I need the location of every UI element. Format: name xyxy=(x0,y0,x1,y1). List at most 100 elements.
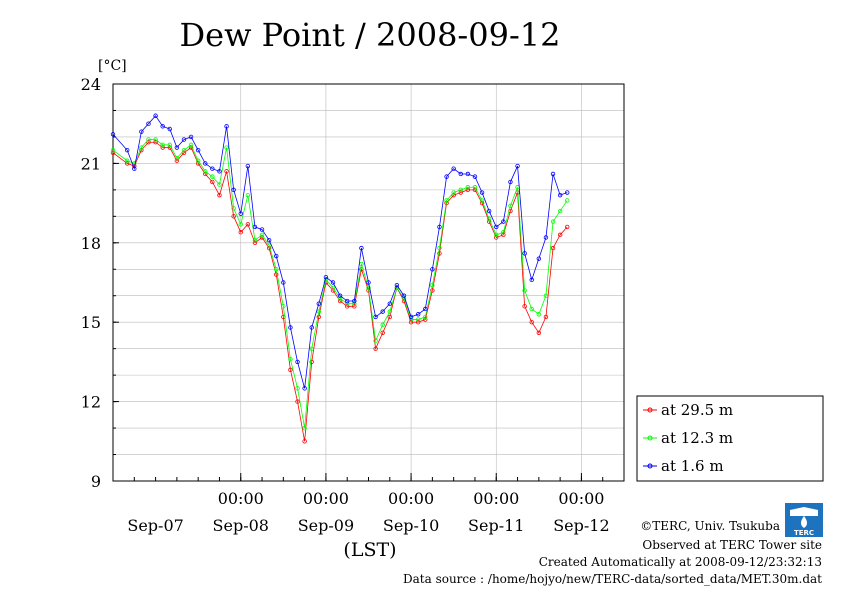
data-point xyxy=(494,232,499,238)
data-point xyxy=(380,330,385,335)
data-point xyxy=(515,163,520,169)
data-point xyxy=(302,386,307,391)
data-point xyxy=(543,293,549,298)
data-point xyxy=(174,158,180,163)
data-point xyxy=(266,243,272,248)
series-line xyxy=(112,139,568,429)
data-point xyxy=(195,158,201,163)
data-point xyxy=(565,190,570,195)
series-3 xyxy=(110,113,570,391)
data-point xyxy=(167,142,172,148)
data-point xyxy=(557,232,563,238)
data-point xyxy=(224,124,229,129)
data-point xyxy=(543,314,549,320)
data-point xyxy=(203,171,208,177)
x-day-label: Sep-11 xyxy=(468,516,524,535)
data-point xyxy=(366,285,371,290)
x-axis-ticks: 00:00 00:00 00:00 00:00 00:00 Sep-07 Sep-08 Sep… xyxy=(127,473,610,535)
data-point xyxy=(479,190,485,195)
x-day-label: Sep-07 xyxy=(127,516,183,535)
data-point xyxy=(288,325,293,330)
data-point xyxy=(444,174,449,179)
y-axis-ticks: 9 12 15 18 21 24 xyxy=(81,75,119,491)
series-2 xyxy=(110,137,570,431)
data-point xyxy=(238,222,243,227)
data-point xyxy=(337,293,343,298)
data-point xyxy=(124,147,130,153)
data-point xyxy=(181,137,187,142)
legend-label-1m: at 1.6 m xyxy=(661,457,724,475)
data-point xyxy=(323,275,329,280)
data-point xyxy=(195,147,201,153)
data-point xyxy=(288,357,293,362)
data-point xyxy=(174,145,180,150)
data-point xyxy=(146,121,151,126)
data-point xyxy=(465,187,471,193)
x-time-label: 00:00 xyxy=(218,489,264,508)
y-tick-label: 18 xyxy=(81,234,101,253)
data-point xyxy=(380,322,385,328)
x-day-label: Sep-12 xyxy=(553,516,609,535)
data-point xyxy=(281,304,286,309)
data-point xyxy=(210,174,215,179)
data-point xyxy=(465,171,471,177)
data-point xyxy=(146,137,151,142)
series-line xyxy=(112,141,568,442)
data-point xyxy=(557,192,563,198)
data-point xyxy=(373,314,378,320)
y-tick-label: 21 xyxy=(81,154,101,173)
data-point xyxy=(486,208,492,214)
data-point xyxy=(281,280,286,285)
data-point xyxy=(203,169,208,174)
data-point xyxy=(330,285,336,290)
y-tick-label: 15 xyxy=(81,313,101,332)
data-point xyxy=(394,282,400,288)
data-point xyxy=(387,301,392,306)
series-line xyxy=(112,115,568,389)
y-axis-unit: [°C] xyxy=(98,58,127,74)
data-point xyxy=(472,174,478,179)
data-point xyxy=(217,169,222,174)
y-tick-label: 12 xyxy=(81,393,101,412)
data-point xyxy=(288,367,293,373)
data-point xyxy=(266,237,272,243)
x-day-label: Sep-09 xyxy=(298,516,354,535)
data-point xyxy=(415,317,421,322)
data-point xyxy=(415,320,421,325)
data-point xyxy=(274,267,279,272)
data-point xyxy=(444,198,449,203)
x-time-label: 00:00 xyxy=(303,489,349,508)
data-point xyxy=(295,386,300,391)
logo-drop-icon xyxy=(801,516,807,528)
data-point xyxy=(565,198,570,203)
legend-box xyxy=(636,395,824,482)
data-point xyxy=(522,251,527,256)
data-point xyxy=(238,211,243,216)
data-point xyxy=(295,399,300,404)
data-point xyxy=(174,155,180,161)
data-point xyxy=(458,190,463,195)
x-time-label: 00:00 xyxy=(388,489,434,508)
data-point xyxy=(132,166,137,171)
data-point xyxy=(238,230,243,235)
data-point xyxy=(309,325,314,330)
data-point xyxy=(252,240,258,245)
data-point xyxy=(550,245,556,251)
data-point xyxy=(210,179,215,185)
data-point xyxy=(252,224,258,230)
data-point xyxy=(501,230,506,235)
data-point xyxy=(352,298,357,304)
data-point xyxy=(259,232,265,238)
data-point xyxy=(451,192,456,198)
data-point xyxy=(146,140,151,145)
data-point xyxy=(224,169,229,174)
legend-marker-1m xyxy=(647,463,653,469)
data-point xyxy=(330,280,336,285)
data-point xyxy=(295,359,300,365)
data-point xyxy=(408,317,414,322)
data-point xyxy=(231,206,236,211)
x-day-label: Sep-08 xyxy=(213,516,269,535)
data-point xyxy=(316,314,322,320)
data-point xyxy=(316,309,322,314)
